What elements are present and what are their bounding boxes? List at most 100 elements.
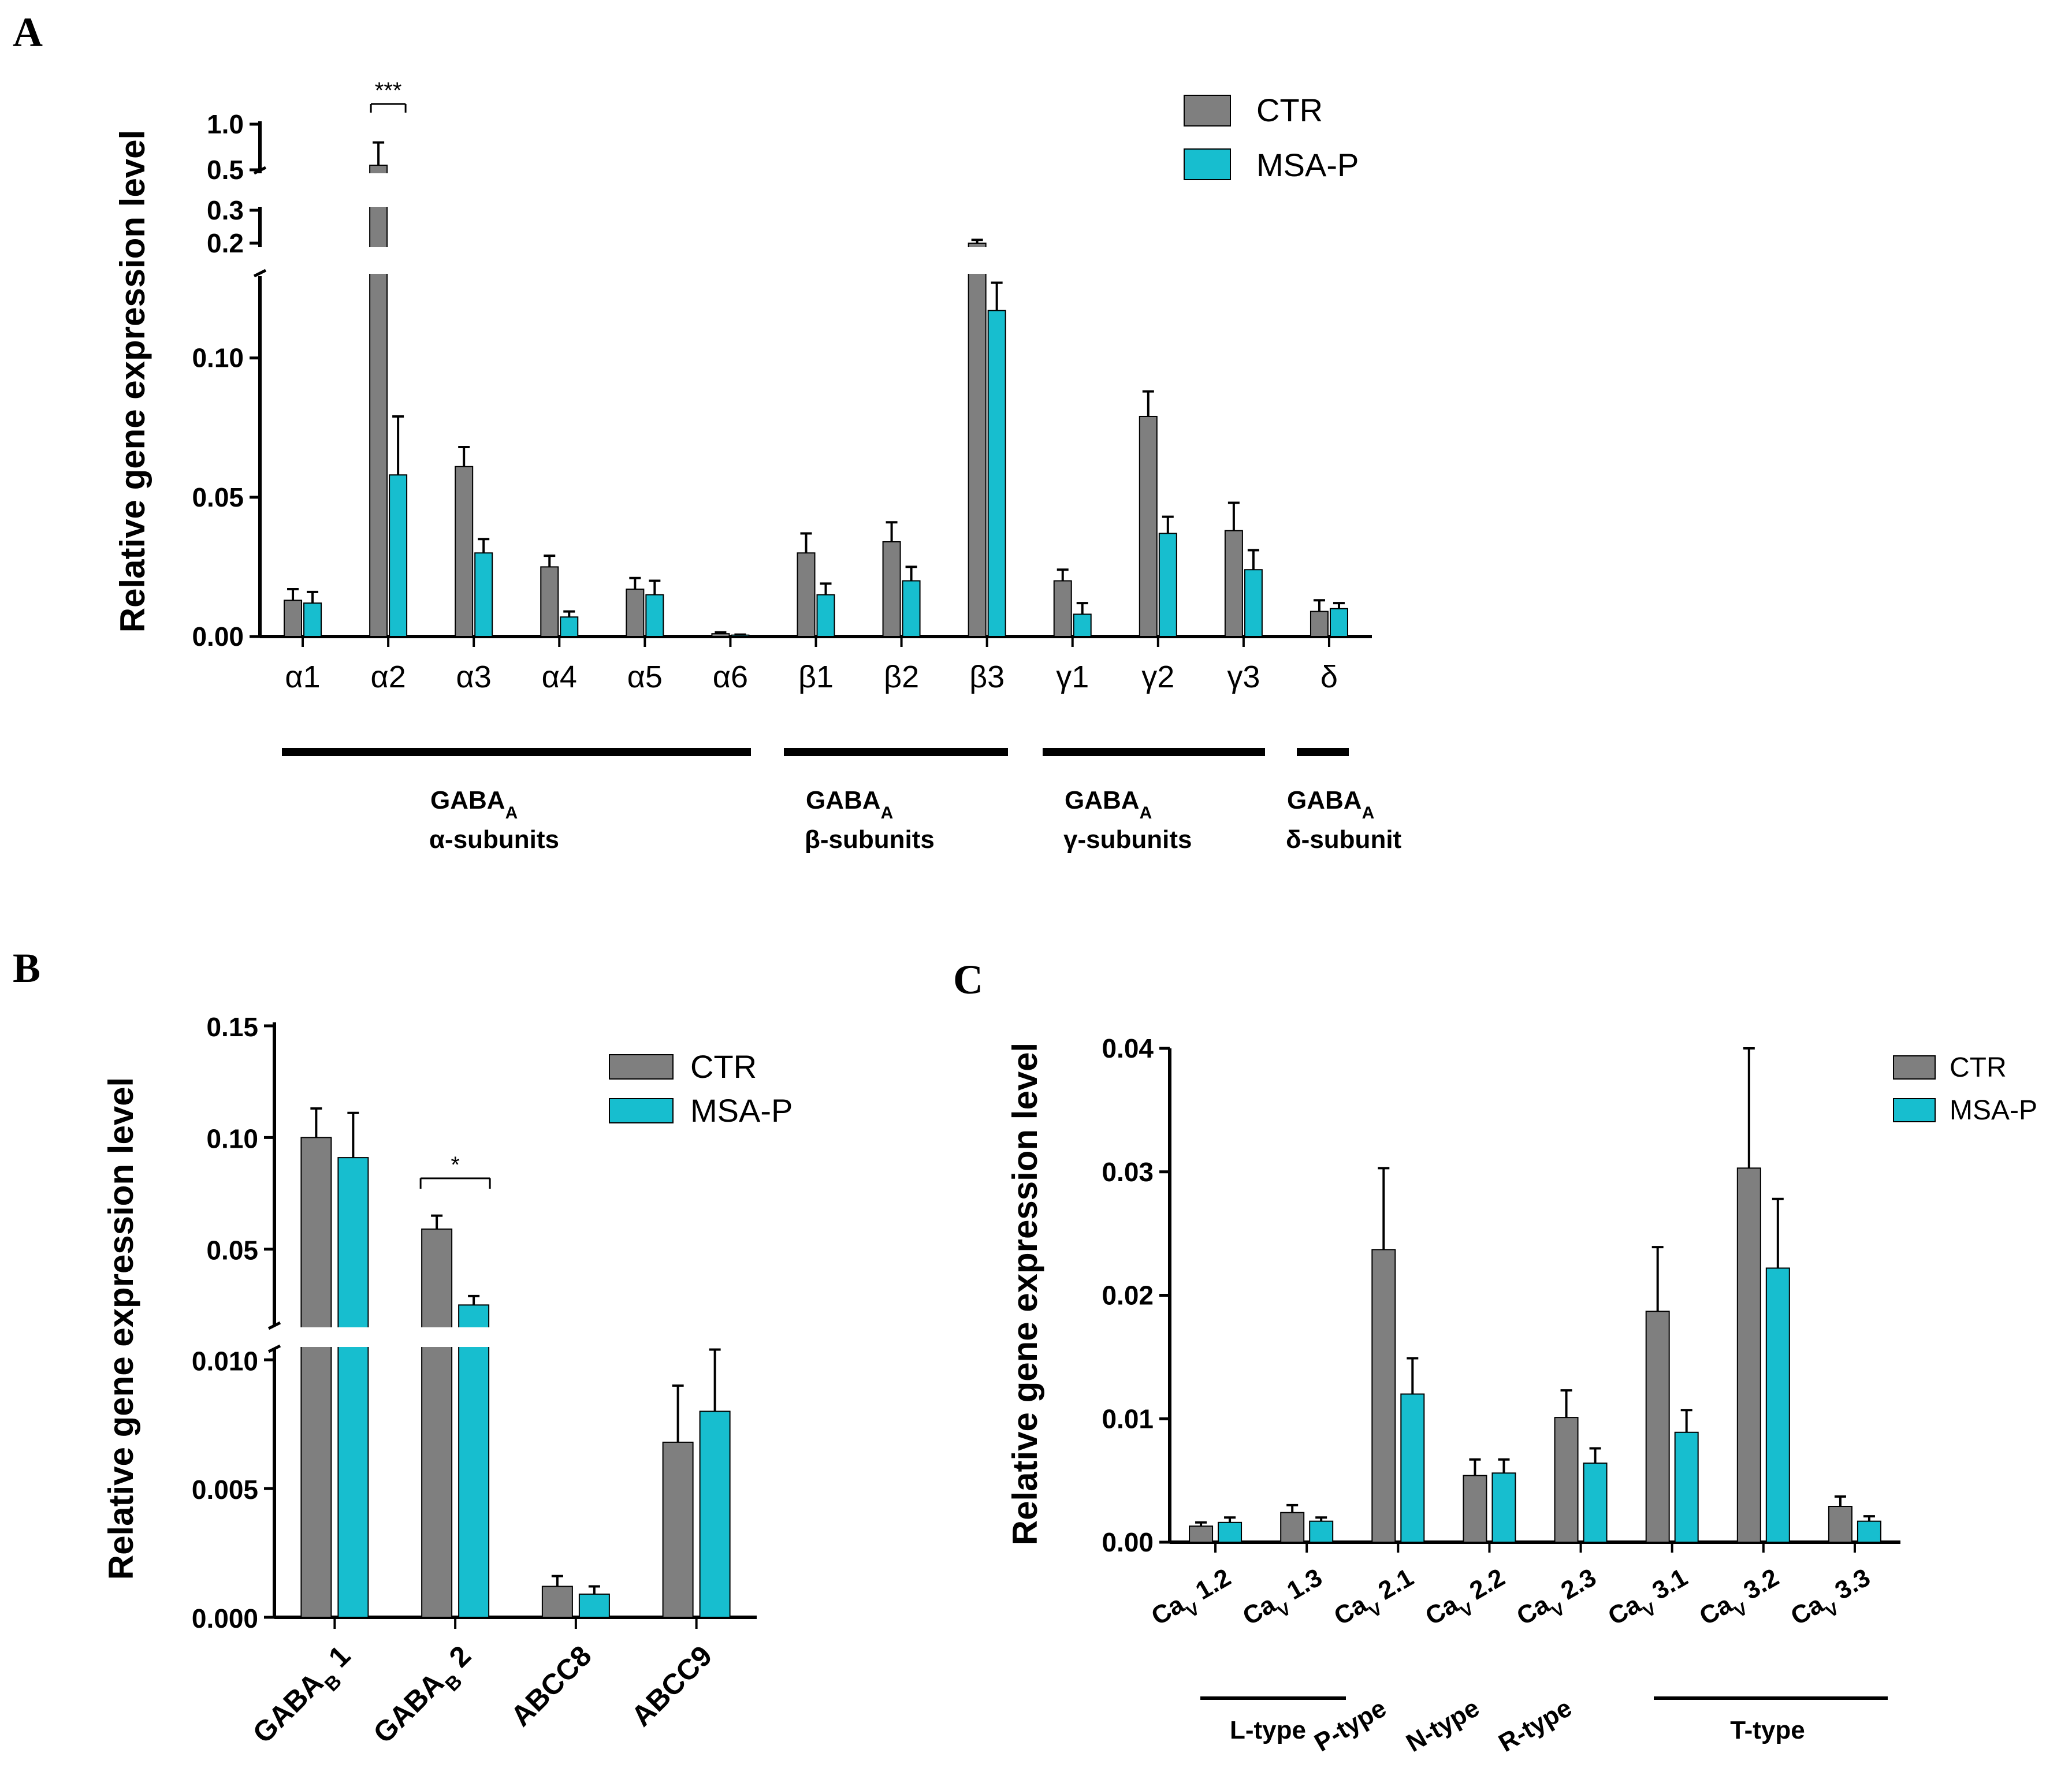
b-x-tick-label-rest: 2 bbox=[437, 1639, 477, 1679]
c-x-tick-label-main: Ca bbox=[1604, 1590, 1646, 1631]
a-group-title: GABAA bbox=[1065, 786, 1152, 823]
a-group-title-main: GABA bbox=[430, 786, 505, 814]
c-bar-ctr bbox=[1280, 1512, 1305, 1543]
c-bar-msa bbox=[1218, 1521, 1243, 1543]
c-y-tick-label: 0.02 bbox=[1102, 1281, 1154, 1311]
a-x-tick-label: β2 bbox=[884, 660, 919, 694]
b-y-tick-label: 0.000 bbox=[192, 1603, 258, 1633]
a-bar-ctr bbox=[1310, 611, 1329, 637]
a-bar-msa bbox=[474, 552, 493, 637]
a-errorbar-ctr bbox=[629, 576, 641, 590]
a-bar-msa bbox=[1158, 533, 1177, 637]
b-x-tick-label-main: GABA bbox=[247, 1666, 330, 1750]
a-y-tick-label: 0.05 bbox=[192, 482, 244, 512]
c-bar-msa bbox=[1309, 1520, 1334, 1543]
c-bar-ctr bbox=[1828, 1506, 1852, 1543]
b-errorbar-ctr bbox=[551, 1575, 563, 1587]
a-bar-ctr bbox=[711, 633, 730, 637]
a-x-tick-label: α3 bbox=[456, 660, 492, 694]
b-y-axis-label: Relative gene expression level bbox=[102, 1077, 140, 1580]
a-errorbar-ctr bbox=[800, 532, 812, 553]
a-x-tick-label: α4 bbox=[542, 660, 577, 694]
c-y-tick-label: 0.03 bbox=[1102, 1157, 1154, 1187]
c-legend-swatch-ctr bbox=[1893, 1055, 1936, 1080]
b-legend-swatch-msa bbox=[609, 1098, 674, 1123]
a-y-tick-label-upper: 0.5 bbox=[207, 155, 244, 185]
a-group-title-main: GABA bbox=[1287, 786, 1362, 814]
c-errorbar-ctr bbox=[1834, 1495, 1846, 1507]
a-bar-ctr bbox=[284, 600, 303, 638]
a-axis-break-mark bbox=[253, 269, 267, 278]
b-errorbar-msa bbox=[468, 1294, 480, 1305]
b-x-tick-label: ABCC9 bbox=[625, 1639, 718, 1732]
a-group-title-sub: A bbox=[1140, 803, 1152, 823]
c-bar-ctr bbox=[1189, 1525, 1214, 1543]
c-x-tick-label: CaV 2.2 bbox=[1420, 1563, 1513, 1638]
c-y-tick-label: 0.01 bbox=[1102, 1404, 1154, 1434]
a-bar-msa bbox=[1244, 569, 1263, 637]
b-x-tick-label: GABAB 2 bbox=[367, 1639, 483, 1756]
c-errorbar-msa bbox=[1680, 1409, 1692, 1432]
b-errorbar-ctr bbox=[672, 1384, 684, 1442]
b-axis-break-mark-2 bbox=[267, 1321, 281, 1330]
a-legend-swatch-msa bbox=[1184, 148, 1231, 180]
a-group-subtitle: β-subunits bbox=[805, 825, 935, 854]
b-errorbar-ctr bbox=[431, 1214, 443, 1229]
a-bar-ctr bbox=[968, 243, 987, 637]
c-x-tick-label-main: Ca bbox=[1147, 1590, 1189, 1631]
b-significance-bracket bbox=[419, 1177, 491, 1189]
c-errorbar-msa bbox=[1407, 1357, 1419, 1394]
c-x-tick-label: CaV 2.3 bbox=[1512, 1563, 1605, 1638]
a-errorbar-msa bbox=[991, 281, 1003, 311]
a-errorbar-ctr bbox=[287, 588, 299, 601]
c-errorbar-msa bbox=[1772, 1197, 1784, 1268]
c-bar-msa bbox=[1400, 1393, 1425, 1543]
b-bar-break-gap bbox=[420, 1327, 454, 1347]
c-errorbar-msa bbox=[1498, 1458, 1510, 1473]
a-errorbar-ctr bbox=[373, 141, 385, 166]
c-x-tick-label: CaV 1.2 bbox=[1147, 1563, 1240, 1638]
c-x-tick-label-main: Ca bbox=[1695, 1590, 1738, 1631]
a-y-tick-label-upper: 0.3 bbox=[207, 195, 244, 225]
c-errorbar-msa bbox=[1863, 1515, 1875, 1521]
b-bar-ctr bbox=[300, 1137, 332, 1618]
a-legend-swatch-ctr bbox=[1184, 95, 1231, 126]
b-bar-msa bbox=[337, 1157, 369, 1618]
c-group-label: N-type bbox=[1401, 1694, 1484, 1758]
a-bar-ctr bbox=[1139, 415, 1158, 637]
b-bar-msa bbox=[699, 1411, 731, 1618]
panel-a-letter: A bbox=[13, 9, 43, 55]
a-bar-msa bbox=[560, 616, 579, 637]
c-errorbar-msa bbox=[1315, 1516, 1327, 1521]
c-bar-msa bbox=[1491, 1472, 1516, 1543]
a-group-subtitle: δ-subunit bbox=[1286, 825, 1402, 854]
a-y-tick-label: 0.10 bbox=[192, 343, 244, 373]
c-legend-label-ctr: CTR bbox=[1950, 1052, 2007, 1083]
a-errorbar-ctr bbox=[1227, 501, 1240, 531]
a-group-subtitle: α-subunits bbox=[429, 825, 559, 854]
c-x-tick-label: CaV 3.3 bbox=[1786, 1563, 1879, 1638]
c-x-tick-label-main: Ca bbox=[1786, 1590, 1829, 1631]
a-x-tick-label: δ bbox=[1320, 660, 1338, 694]
b-bar-break-gap bbox=[336, 1327, 370, 1347]
b-axis-break-mark bbox=[267, 1344, 281, 1353]
b-bar-msa bbox=[578, 1593, 610, 1618]
a-errorbar-msa bbox=[478, 538, 490, 553]
b-legend-label-msa: MSA-P bbox=[690, 1092, 793, 1129]
a-errorbar-msa bbox=[905, 565, 917, 581]
b-errorbar-msa bbox=[709, 1348, 721, 1412]
a-group-title: GABAA bbox=[430, 786, 518, 823]
a-bar-break-gap bbox=[369, 247, 389, 274]
panel-c-chart: 0.00 0.01 0.02 0.03 0.04 Relative gene expres… bbox=[1006, 1033, 2037, 1758]
a-errorbar-msa bbox=[1333, 602, 1345, 609]
b-x-tick-label-rest: 1 bbox=[317, 1639, 356, 1679]
b-bar-ctr bbox=[421, 1228, 453, 1618]
b-y-tick-label-upper: 0.05 bbox=[206, 1235, 258, 1266]
c-x-tick-label: CaV 1.3 bbox=[1238, 1563, 1331, 1638]
c-x-tick-label-main: Ca bbox=[1329, 1590, 1372, 1631]
a-y-tick-label: 0.00 bbox=[192, 622, 244, 652]
b-bar-msa bbox=[458, 1304, 490, 1618]
b-legend-label-ctr: CTR bbox=[690, 1048, 757, 1085]
a-errorbar-ctr bbox=[971, 239, 983, 243]
